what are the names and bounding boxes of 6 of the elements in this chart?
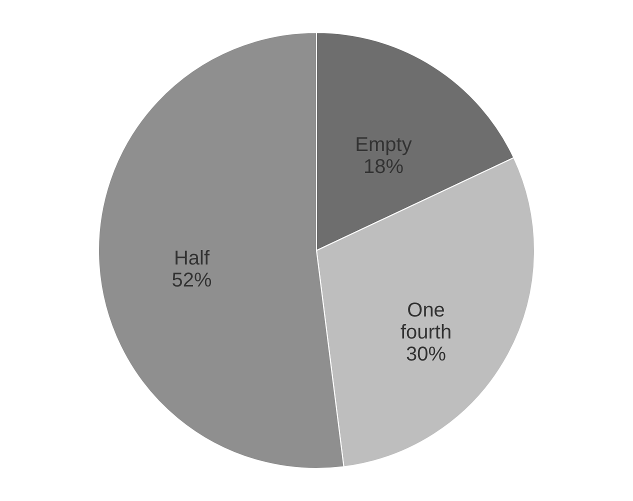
- slice-label: Empty: [355, 134, 412, 156]
- data-label: 52%: [172, 269, 212, 292]
- data-label: 30%: [406, 344, 446, 366]
- slice-label: Half: [174, 247, 210, 270]
- slice-label: One fourth: [400, 300, 452, 344]
- data-label: 18%: [363, 156, 404, 178]
